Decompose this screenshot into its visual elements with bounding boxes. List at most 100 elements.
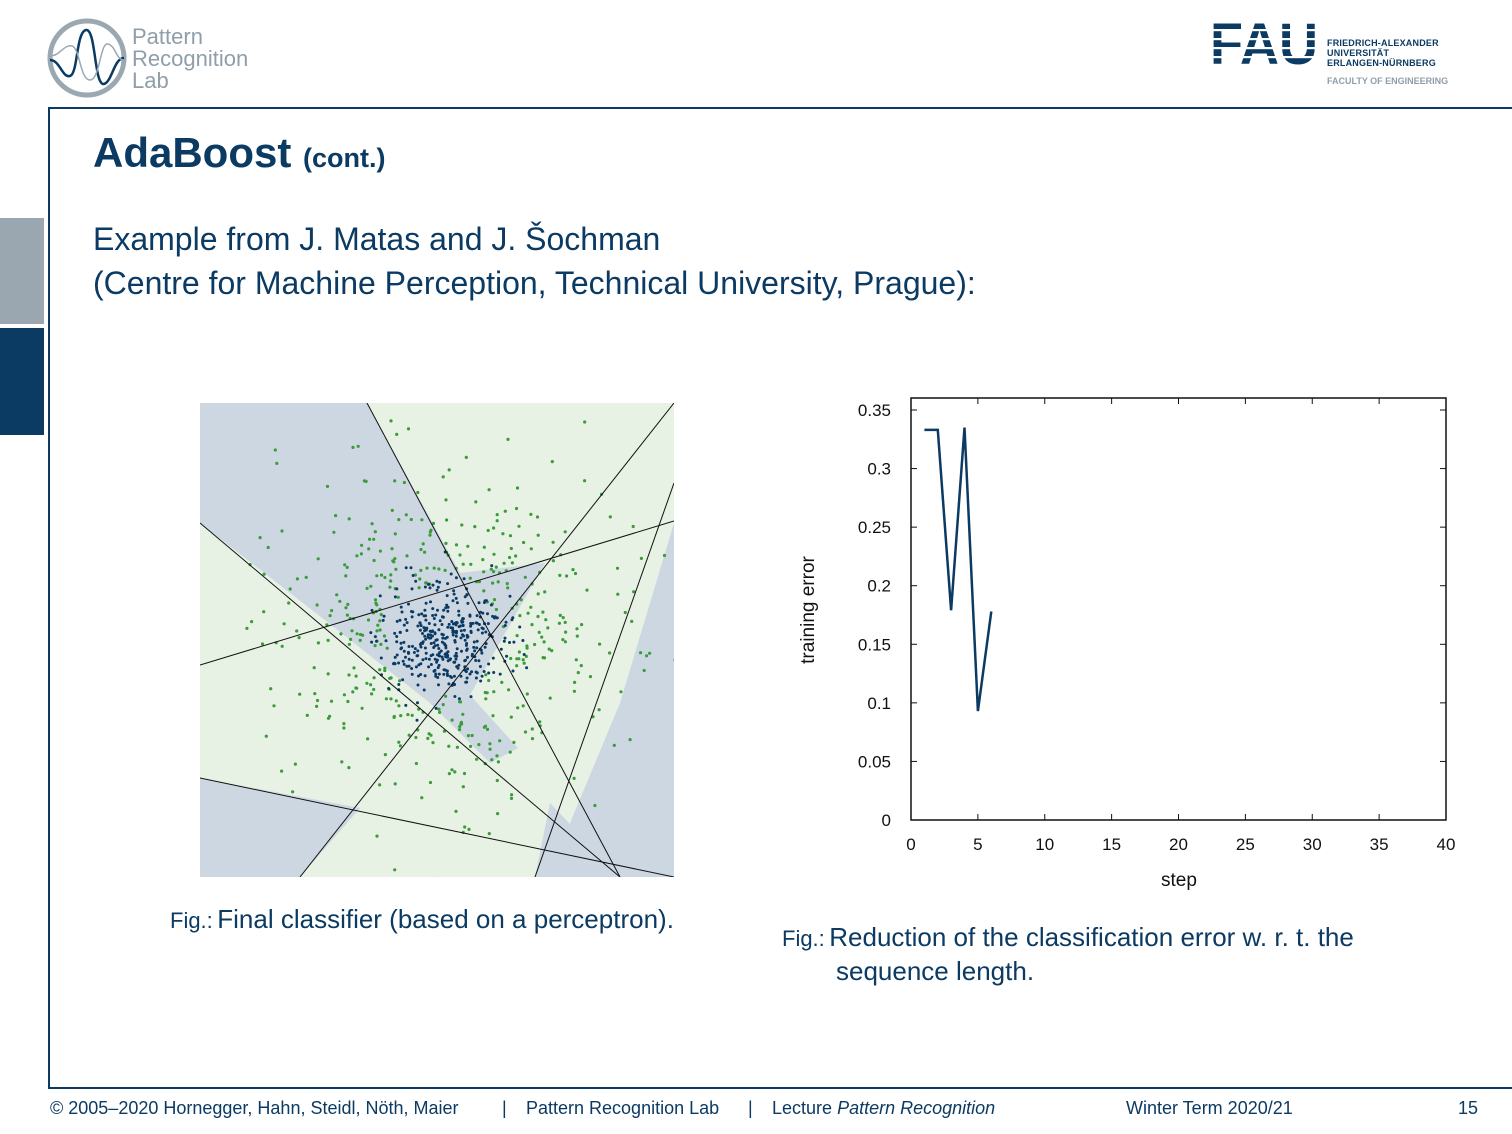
- scatter-point-blue: [370, 608, 374, 612]
- footer-lecture-name: Pattern Recognition: [837, 1098, 996, 1118]
- scatter-point-blue: [462, 634, 466, 638]
- scatter-point-blue: [456, 666, 460, 670]
- scatter-point-green: [580, 623, 584, 627]
- scatter-point-green: [557, 621, 561, 625]
- scatter-point-green: [365, 681, 369, 685]
- scatter-point-green: [495, 519, 499, 523]
- scatter-point-blue: [441, 636, 445, 640]
- x-tick-label: 35: [1370, 835, 1389, 854]
- scatter-point-green: [393, 557, 397, 561]
- y-tick-label: 0.3: [867, 460, 891, 479]
- scatter-point-blue: [444, 606, 448, 610]
- scatter-point-blue: [434, 706, 438, 710]
- scatter-point-green: [342, 726, 346, 730]
- scatter-point-blue: [414, 665, 418, 669]
- scatter-point-blue: [502, 639, 506, 643]
- scatter-point-blue: [475, 614, 479, 618]
- footer-term: Winter Term 2020/21: [1126, 1098, 1293, 1118]
- scatter-point-blue: [440, 623, 444, 626]
- scatter-point-green: [420, 518, 424, 522]
- scatter-point-blue: [511, 616, 515, 620]
- scatter-point-blue: [400, 646, 404, 650]
- scatter-point-blue: [410, 587, 414, 591]
- training-error-series-line: [924, 427, 993, 712]
- scatter-point-green: [245, 626, 249, 630]
- scatter-point-blue: [459, 674, 463, 678]
- scatter-point-green: [474, 500, 478, 504]
- scatter-point-blue: [418, 628, 422, 632]
- y-tick-label: 0.35: [858, 401, 891, 420]
- scatter-point-green: [516, 706, 520, 710]
- scatter-point-green: [598, 642, 602, 646]
- scatter-point-blue: [459, 629, 463, 633]
- scatter-point-green: [393, 532, 397, 536]
- scatter-point-blue: [423, 585, 427, 589]
- scatter-point-green: [347, 517, 351, 521]
- scatter-point-green: [639, 556, 643, 560]
- scatter-point-green: [530, 737, 535, 741]
- scatter-point-blue: [407, 651, 410, 655]
- scatter-point-green: [389, 573, 393, 577]
- scatter-point-blue: [434, 672, 438, 676]
- scatter-point-green: [473, 525, 477, 529]
- x-tick-label: 15: [1102, 835, 1121, 854]
- scatter-point-green: [372, 687, 376, 692]
- scatter-point-green: [485, 691, 489, 695]
- scatter-point-blue: [446, 650, 450, 654]
- scatter-point-blue: [445, 594, 449, 598]
- scatter-point-blue: [407, 664, 411, 668]
- figure-right-caption: Fig.: Reduction of the classification er…: [782, 922, 1354, 953]
- scatter-point-blue: [401, 659, 405, 663]
- scatter-point-blue: [518, 625, 522, 629]
- scatter-point-green: [389, 419, 393, 423]
- scatter-point-green: [349, 637, 353, 641]
- scatter-point-blue: [414, 579, 418, 583]
- scatter-point-blue: [457, 609, 461, 613]
- scatter-point-green: [482, 589, 486, 593]
- scatter-point-green: [523, 575, 527, 579]
- scatter-point-blue: [416, 701, 419, 705]
- scatter-point-green: [575, 627, 579, 631]
- scatter-point-green: [393, 479, 397, 483]
- scatter-point-green: [428, 780, 433, 785]
- scatter-point-green: [383, 668, 387, 673]
- scatter-point-green: [389, 676, 393, 680]
- scatter-point-blue: [429, 642, 433, 645]
- scatter-point-blue: [378, 594, 382, 598]
- scatter-point-blue: [481, 611, 485, 615]
- scatter-point-green: [508, 750, 512, 754]
- scatter-point-blue: [419, 645, 423, 649]
- scatter-point-green: [431, 741, 435, 745]
- scatter-point-blue: [400, 610, 404, 614]
- slide-title: AdaBoost (cont.): [93, 128, 386, 183]
- scatter-point-green: [517, 650, 521, 654]
- scatter-point-green: [282, 622, 286, 626]
- scatter-point-blue: [444, 636, 447, 640]
- scatter-point-green: [543, 590, 547, 594]
- section-tab-active: [0, 328, 44, 435]
- scatter-point-green: [551, 559, 555, 563]
- decision-line-4: [200, 777, 674, 877]
- scatter-point-blue: [503, 636, 507, 640]
- scatter-point-green: [383, 666, 387, 670]
- footer-copyright: © 2005–2020 Hornegger, Hahn, Steidl, Nöt…: [50, 1098, 459, 1118]
- scatter-point-green: [491, 714, 495, 718]
- scatter-point-green: [571, 568, 575, 572]
- scatter-point-blue: [453, 683, 457, 686]
- scatter-point-green: [526, 611, 530, 615]
- scatter-point-green: [464, 455, 468, 459]
- scatter-point-green: [404, 513, 408, 517]
- scatter-point-green: [325, 484, 330, 488]
- scatter-point-green: [523, 730, 528, 734]
- scatter-point-green: [442, 729, 446, 733]
- scatter-point-green: [510, 561, 514, 565]
- scatter-point-green: [494, 565, 498, 569]
- scatter-point-green: [469, 562, 473, 566]
- scatter-point-green: [454, 543, 459, 547]
- training-error-chart: 0 5 10 15 20 25 30 35 40 0 0.05 0.1 0.15 0.2 0.25 0.3 0.…: [798, 397, 1455, 891]
- scatter-point-blue: [484, 599, 488, 603]
- scatter-point-blue: [426, 633, 430, 637]
- scatter-point-blue: [435, 658, 439, 662]
- scatter-point-green: [454, 809, 458, 813]
- scatter-point-blue: [483, 645, 487, 649]
